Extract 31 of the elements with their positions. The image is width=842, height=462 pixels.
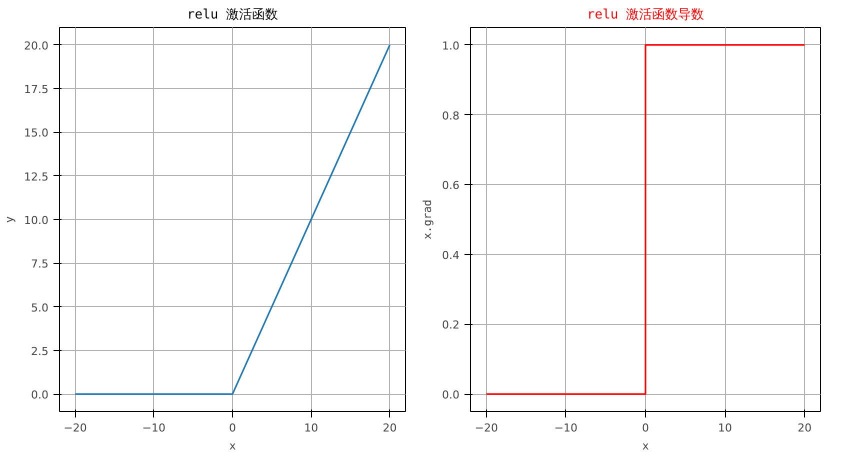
y-tick-label: 0.0 (31, 388, 49, 402)
y-tick-label: 0.0 (442, 388, 460, 402)
x-tick-label: 0 (642, 422, 649, 434)
y-axis-title: y (3, 216, 16, 223)
y-tick-label: 20.0 (24, 39, 49, 52)
x-tick-label: 10 (304, 422, 318, 434)
y-tick-label: 0.8 (442, 109, 460, 122)
x-tick-label: 10 (718, 422, 732, 434)
x-tick-label: −10 (554, 422, 578, 434)
y-tick-label: 17.5 (24, 83, 49, 96)
y-tick-label: 15.0 (24, 126, 49, 140)
y-tick-label: 5.0 (31, 301, 49, 314)
x-tick-label: −10 (142, 422, 166, 434)
y-tick-label: 0.6 (442, 179, 460, 192)
y-tick-label: 10.0 (24, 214, 49, 227)
y-tick-label: 2.5 (31, 344, 49, 358)
x-tick-label: 20 (382, 422, 397, 434)
x-tick-label: 20 (798, 422, 812, 434)
y-tick-label: 0.4 (442, 248, 460, 262)
y-tick-label: 7.5 (31, 258, 49, 271)
y-tick-label: 12.5 (24, 170, 49, 184)
chart-title: relu 激活函数 (186, 8, 278, 22)
y-tick-label: 1.0 (442, 39, 460, 52)
x-tick-label: −20 (64, 422, 87, 434)
y-axis-title: x.grad (421, 200, 434, 240)
x-tick-label: −20 (474, 422, 498, 434)
x-axis-title: x (229, 440, 236, 452)
y-tick-label: 0.2 (442, 318, 460, 332)
chart-title: relu 激活函数导数 (586, 8, 704, 22)
x-tick-label: 0 (229, 422, 236, 434)
x-axis-title: x (642, 440, 650, 452)
